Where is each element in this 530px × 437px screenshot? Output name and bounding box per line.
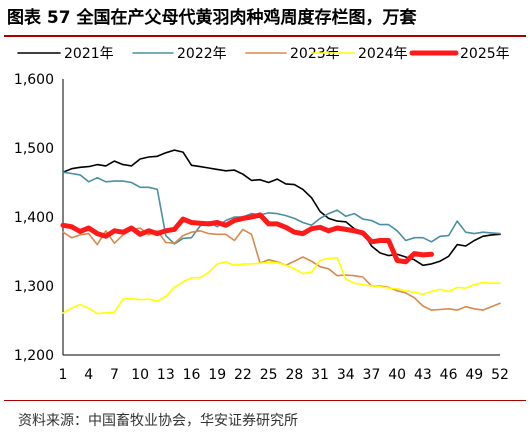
x-tick-label: 16 <box>183 367 201 383</box>
title-divider <box>4 35 526 37</box>
x-tick-label: 4 <box>84 367 93 383</box>
x-tick-label: 40 <box>388 367 406 383</box>
x-tick-label: 43 <box>414 367 432 383</box>
x-tick-label: 25 <box>260 367 278 383</box>
x-tick-label: 31 <box>311 367 329 383</box>
x-tick-label: 28 <box>285 367 303 383</box>
legend-label: 2022年 <box>177 46 227 62</box>
x-tick-label: 7 <box>110 367 119 383</box>
figure-title: 图表 57 全国在产父母代黄羽肉种鸡周度存栏图，万套 <box>7 8 417 28</box>
series-group <box>60 149 501 315</box>
series-line-2024年 <box>62 256 501 315</box>
legend-label: 2025年 <box>460 46 510 62</box>
source-divider <box>4 400 526 401</box>
x-tick-label: 49 <box>465 367 483 383</box>
series-line-2021年 <box>62 149 501 267</box>
series-line-2025年 <box>60 212 434 265</box>
series-line-2022年 <box>62 171 501 245</box>
x-tick-label: 13 <box>157 367 175 383</box>
x-tick-label: 19 <box>208 367 226 383</box>
y-tick-label: 1,300 <box>14 279 54 295</box>
x-tick-label: 1 <box>59 367 68 383</box>
legend-label: 2023年 <box>290 46 340 62</box>
x-tick-label: 46 <box>440 367 458 383</box>
y-tick-label: 1,200 <box>14 348 54 364</box>
legend: 2021年 2022年 2023年 2024年 2025年 <box>17 46 510 62</box>
axes: 1,200 1,300 1,400 1,500 1,600 1 4 7 10 13 16 19 22 25… <box>14 72 509 383</box>
x-tick-label: 10 <box>131 367 149 383</box>
line-chart: 2021年 2022年 2023年 2024年 2025年 1,200 1,300 1,40… <box>14 46 510 383</box>
y-tick-label: 1,500 <box>14 141 54 157</box>
x-tick-label: 52 <box>491 367 509 383</box>
y-tick-label: 1,600 <box>14 72 54 88</box>
x-tick-label: 22 <box>234 367 252 383</box>
x-tick-label: 37 <box>363 367 381 383</box>
x-tick-label: 34 <box>337 367 355 383</box>
legend-label: 2021年 <box>64 46 114 62</box>
y-tick-label: 1,400 <box>14 210 54 226</box>
legend-label: 2024年 <box>358 46 408 62</box>
source-note: 资料来源：中国畜牧业协会，华安证券研究所 <box>18 413 298 429</box>
